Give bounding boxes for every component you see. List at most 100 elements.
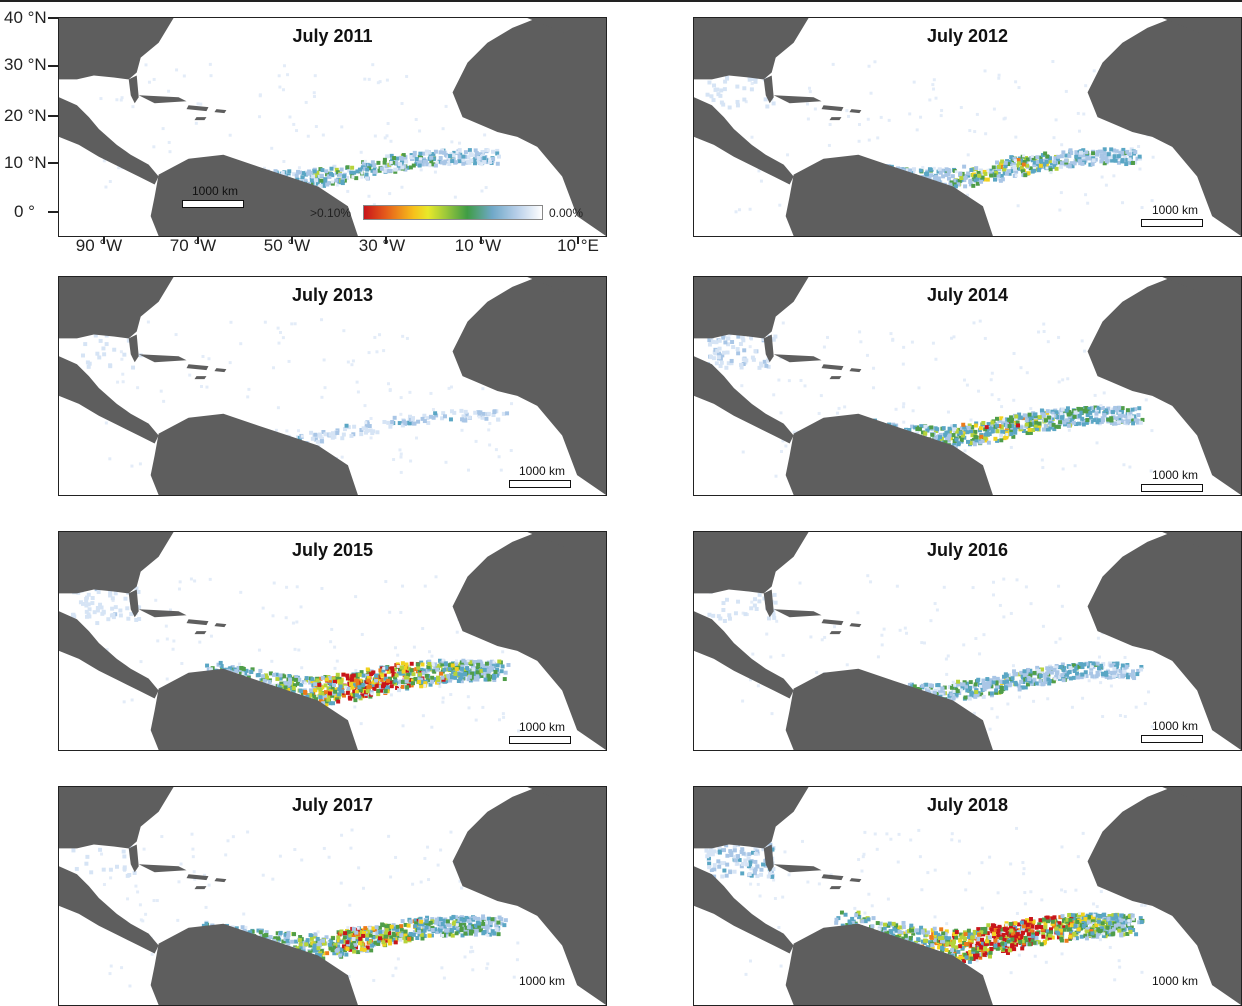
density-cell bbox=[198, 641, 201, 644]
density-cell bbox=[510, 449, 513, 452]
density-cell bbox=[292, 686, 296, 690]
density-cell bbox=[387, 382, 390, 385]
density-cell bbox=[765, 633, 768, 636]
density-cell bbox=[475, 674, 479, 678]
density-cell bbox=[1122, 670, 1126, 674]
density-cell bbox=[1057, 425, 1061, 429]
density-cell bbox=[979, 685, 982, 688]
density-cell bbox=[323, 358, 326, 361]
density-cell bbox=[483, 668, 487, 672]
density-cell bbox=[399, 611, 402, 614]
density-cell bbox=[1022, 154, 1025, 157]
density-cell bbox=[275, 677, 279, 681]
density-cell bbox=[758, 593, 762, 597]
density-cell bbox=[401, 157, 405, 161]
density-cell bbox=[272, 673, 276, 677]
density-cell bbox=[1128, 466, 1131, 469]
density-cell bbox=[929, 619, 932, 622]
density-cell bbox=[375, 350, 378, 353]
density-cell bbox=[408, 391, 411, 394]
density-cell bbox=[309, 431, 313, 435]
density-cell bbox=[139, 462, 142, 465]
density-cell bbox=[1132, 676, 1136, 680]
density-cell bbox=[439, 156, 443, 160]
density-cell bbox=[336, 184, 339, 187]
density-cell bbox=[899, 629, 902, 632]
density-cell bbox=[374, 674, 378, 678]
x-label-10e: 10 °E bbox=[543, 236, 613, 256]
density-cell bbox=[1042, 413, 1046, 417]
density-cell bbox=[307, 135, 310, 138]
density-cell bbox=[936, 608, 939, 611]
density-cell bbox=[818, 412, 821, 415]
density-cell bbox=[1068, 670, 1072, 674]
density-cell bbox=[987, 441, 991, 445]
density-cell bbox=[352, 950, 356, 954]
density-cell bbox=[742, 98, 746, 102]
density-cell bbox=[418, 673, 422, 677]
density-cell bbox=[324, 386, 327, 389]
density-cell bbox=[386, 421, 390, 425]
density-cell bbox=[1003, 117, 1006, 120]
density-cell bbox=[940, 114, 943, 117]
density-cell bbox=[937, 687, 940, 690]
density-cell bbox=[902, 421, 905, 424]
density-cell bbox=[108, 457, 111, 460]
density-cell bbox=[300, 605, 303, 608]
density-cell bbox=[952, 427, 956, 431]
density-cell bbox=[730, 340, 734, 344]
density-cell bbox=[365, 937, 369, 941]
density-cell bbox=[288, 116, 291, 119]
density-cell bbox=[962, 165, 966, 169]
density-cell bbox=[912, 409, 915, 412]
density-cell bbox=[948, 433, 952, 437]
density-cell bbox=[1025, 423, 1029, 427]
density-cell bbox=[370, 944, 374, 948]
density-cell bbox=[1050, 171, 1053, 174]
density-cell bbox=[749, 606, 753, 610]
density-cell bbox=[764, 97, 768, 101]
density-cell bbox=[944, 173, 948, 177]
density-cell bbox=[964, 449, 967, 452]
density-cell bbox=[930, 433, 934, 437]
density-cell bbox=[430, 726, 433, 729]
density-cell bbox=[956, 689, 960, 693]
density-cell bbox=[205, 664, 209, 668]
density-cell bbox=[296, 170, 300, 174]
density-cell bbox=[329, 172, 333, 176]
density-cell bbox=[86, 360, 90, 364]
density-cell bbox=[934, 358, 937, 361]
density-cell bbox=[444, 461, 447, 464]
density-cell bbox=[401, 585, 404, 588]
density-cell bbox=[1113, 422, 1117, 426]
density-cell bbox=[422, 714, 425, 717]
density-cell bbox=[376, 161, 380, 165]
density-cell bbox=[264, 321, 267, 324]
density-cell bbox=[468, 148, 472, 152]
density-cell bbox=[496, 663, 500, 667]
density-cell bbox=[999, 438, 1003, 442]
density-cell bbox=[300, 175, 304, 179]
density-cell bbox=[290, 940, 294, 944]
density-cell bbox=[1095, 153, 1099, 157]
density-cell bbox=[981, 679, 985, 683]
density-cell bbox=[502, 712, 505, 715]
density-cell bbox=[485, 186, 488, 189]
density-cell bbox=[337, 687, 341, 691]
density-cell bbox=[330, 628, 333, 631]
density-cell bbox=[945, 658, 948, 661]
density-cell bbox=[468, 706, 471, 709]
density-cell bbox=[1091, 662, 1095, 666]
density-cell bbox=[325, 183, 329, 187]
density-cell bbox=[97, 355, 101, 359]
density-cell bbox=[986, 178, 990, 182]
density-cell bbox=[1145, 398, 1148, 401]
density-cell bbox=[464, 150, 468, 154]
density-cell bbox=[742, 451, 745, 454]
density-cell bbox=[364, 431, 368, 435]
density-cell bbox=[1098, 656, 1101, 659]
density-cell bbox=[711, 340, 715, 344]
density-cell bbox=[938, 435, 942, 439]
density-cell bbox=[331, 181, 334, 184]
map-panel-2015: July 2015 bbox=[58, 531, 607, 751]
